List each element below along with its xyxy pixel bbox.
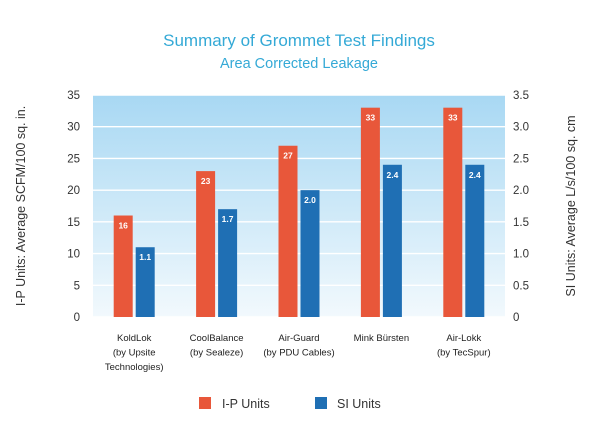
category-label: CoolBalance (by Sealeze): [190, 333, 244, 359]
category-label-line: Air-Lokk: [446, 333, 481, 344]
bar-value-label: 27: [283, 151, 293, 161]
y-tick-label-right: 3.0: [513, 122, 529, 134]
y-tick-label-right: 3.5: [513, 90, 529, 102]
bar-si-units: [382, 164, 402, 317]
chart-subtitle: Area Corrected Leakage: [220, 56, 378, 72]
bar-value-label: 1.7: [222, 214, 234, 224]
legend-swatch-ip: [199, 397, 211, 409]
bar-ip-units: [196, 171, 216, 317]
bar-value-label: 2.0: [304, 195, 316, 205]
category-label: Air-Guard (by PDU Cables): [263, 333, 334, 359]
bars: 16 1.1 23 1.7 27 2.0 33 2.4 33 2.4: [113, 107, 485, 317]
category-label-line: (by Upsite: [113, 348, 156, 359]
y-tick-label-right: 2.5: [513, 153, 529, 165]
grid-lines: [93, 94, 505, 318]
category-label: KoldLok (by Upsite Technologies): [105, 333, 164, 373]
bar-value-label: 16: [118, 221, 128, 231]
right-axis-ticks: 0 0.5 1.0 1.5 2.0 2.5 3.0 3.5: [513, 90, 529, 324]
y-axis-label-right: SI Units: Average L/s/100 sq. cm: [564, 115, 578, 296]
bar-ip-units: [443, 107, 463, 317]
category-label-line: Air-Guard: [278, 333, 319, 344]
bar-value-label: 2.4: [386, 170, 398, 180]
category-label: Mink Bürsten: [354, 333, 409, 344]
plot-area: [93, 95, 505, 317]
y-tick-label-right: 1.0: [513, 249, 529, 261]
category-label-line: CoolBalance: [190, 333, 244, 344]
bar-ip-units: [360, 107, 380, 317]
category-label: Air-Lokk (by TecSpur): [437, 333, 491, 359]
y-axis-label-left: I-P Units: Average SCFM/100 sq. in.: [14, 106, 28, 306]
y-tick-label-left: 30: [67, 122, 80, 134]
bar-value-label: 23: [201, 176, 211, 186]
category-label-line: KoldLok: [117, 333, 152, 344]
bar-si-units: [465, 164, 485, 317]
y-tick-label-right: 1.5: [513, 217, 529, 229]
bar-si-units: [135, 247, 155, 317]
category-label-line: (by PDU Cables): [263, 348, 334, 359]
bar-value-label: 33: [448, 113, 458, 123]
y-tick-label-left: 20: [67, 185, 80, 197]
category-label-line: Technologies): [105, 362, 164, 373]
bar-value-label: 1.1: [139, 252, 151, 262]
legend-label-si: SI Units: [337, 397, 381, 411]
category-label-line: (by Sealeze): [190, 348, 243, 359]
y-tick-label-right: 0: [513, 312, 519, 324]
legend: I-P Units SI Units: [199, 397, 381, 411]
category-label-line: (by TecSpur): [437, 348, 491, 359]
bar-value-label: 2.4: [469, 170, 481, 180]
legend-swatch-si: [315, 397, 327, 409]
y-tick-label-left: 35: [67, 90, 80, 102]
y-tick-label-left: 10: [67, 249, 80, 261]
y-tick-label-left: 25: [67, 153, 80, 165]
category-labels: KoldLok (by Upsite Technologies) CoolBalanc…: [105, 333, 491, 373]
y-tick-label-left: 5: [74, 280, 80, 292]
bar-ip-units: [113, 215, 133, 317]
y-tick-label-left: 0: [74, 312, 80, 324]
left-axis-ticks: 0 5 10 15 20 25 30 35: [67, 90, 80, 324]
legend-label-ip: I-P Units: [222, 397, 270, 411]
y-tick-label-left: 15: [67, 217, 80, 229]
y-tick-label-right: 2.0: [513, 185, 529, 197]
category-label-line: Mink Bürsten: [354, 333, 409, 344]
y-tick-label-right: 0.5: [513, 280, 529, 292]
bar-ip-units: [278, 145, 298, 317]
chart-title: Summary of Grommet Test Findings: [163, 31, 435, 50]
bar-si-units: [218, 209, 238, 317]
bar-si-units: [300, 190, 320, 317]
bar-value-label: 33: [366, 113, 376, 123]
